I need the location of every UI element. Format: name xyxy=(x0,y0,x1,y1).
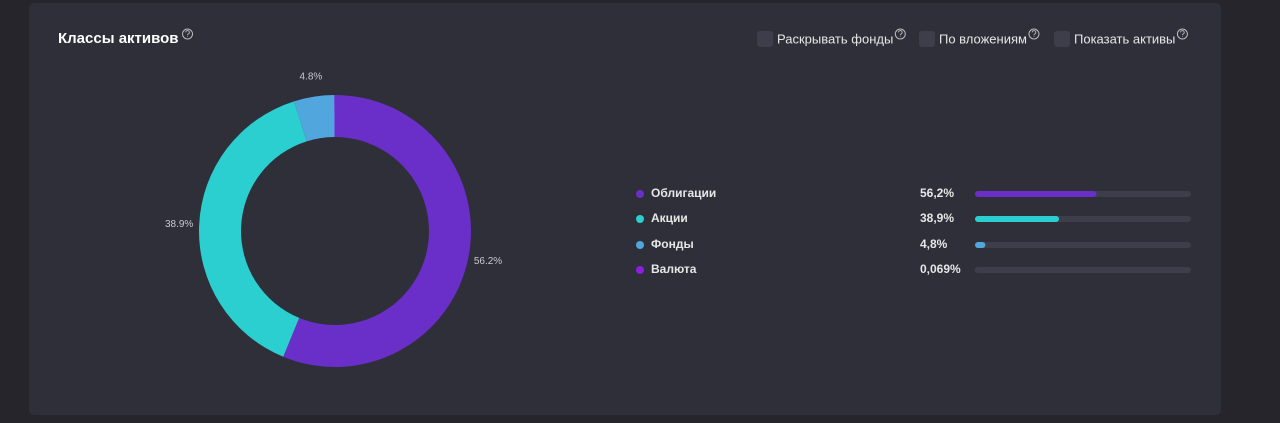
checkbox[interactable] xyxy=(1054,31,1070,47)
checkbox-label[interactable]: Раскрывать фонды xyxy=(777,31,893,46)
donut-slice xyxy=(334,95,335,138)
legend-label: Фонды xyxy=(651,237,694,251)
help-icon-glyph xyxy=(1031,30,1037,37)
legend-label: Облигации xyxy=(651,186,716,200)
help-icon-glyph xyxy=(1180,30,1185,37)
help-icon-glyph xyxy=(898,30,903,37)
legend-value: 4,8% xyxy=(920,237,948,251)
legend-label: Акции xyxy=(651,211,688,225)
help-icon[interactable] xyxy=(1028,28,1040,40)
legend-label: Валюта xyxy=(651,262,697,276)
help-icon-glyph xyxy=(185,30,190,37)
slice-label: 4.8% xyxy=(299,72,322,83)
slice-label: 38.9% xyxy=(165,219,193,230)
bar xyxy=(975,216,1060,222)
help-icon[interactable] xyxy=(1176,28,1188,40)
legend-dot xyxy=(636,190,644,198)
legend-value: 38,9% xyxy=(920,211,954,225)
donut-slice xyxy=(283,95,472,368)
legend-dot xyxy=(636,215,644,223)
legend-value: 0,069% xyxy=(920,262,961,276)
slice-label: 56.2% xyxy=(474,256,502,267)
donut-slice xyxy=(199,101,307,357)
bar xyxy=(975,191,1097,197)
legend-dot xyxy=(636,266,644,274)
bar-track xyxy=(975,267,1191,273)
donut-slice xyxy=(294,95,335,142)
legend-value: 56,2% xyxy=(920,186,954,200)
checkbox-label[interactable]: По вложениям xyxy=(939,31,1027,46)
chart-title: Классы активов xyxy=(58,30,179,47)
legend-dot xyxy=(636,241,644,249)
checkbox[interactable] xyxy=(919,31,935,47)
bar xyxy=(975,242,986,248)
help-icon[interactable] xyxy=(182,28,194,40)
bar-track xyxy=(975,242,1191,248)
checkbox[interactable] xyxy=(757,31,773,47)
checkbox-label[interactable]: Показать активы xyxy=(1074,31,1175,46)
help-icon[interactable] xyxy=(894,28,906,40)
